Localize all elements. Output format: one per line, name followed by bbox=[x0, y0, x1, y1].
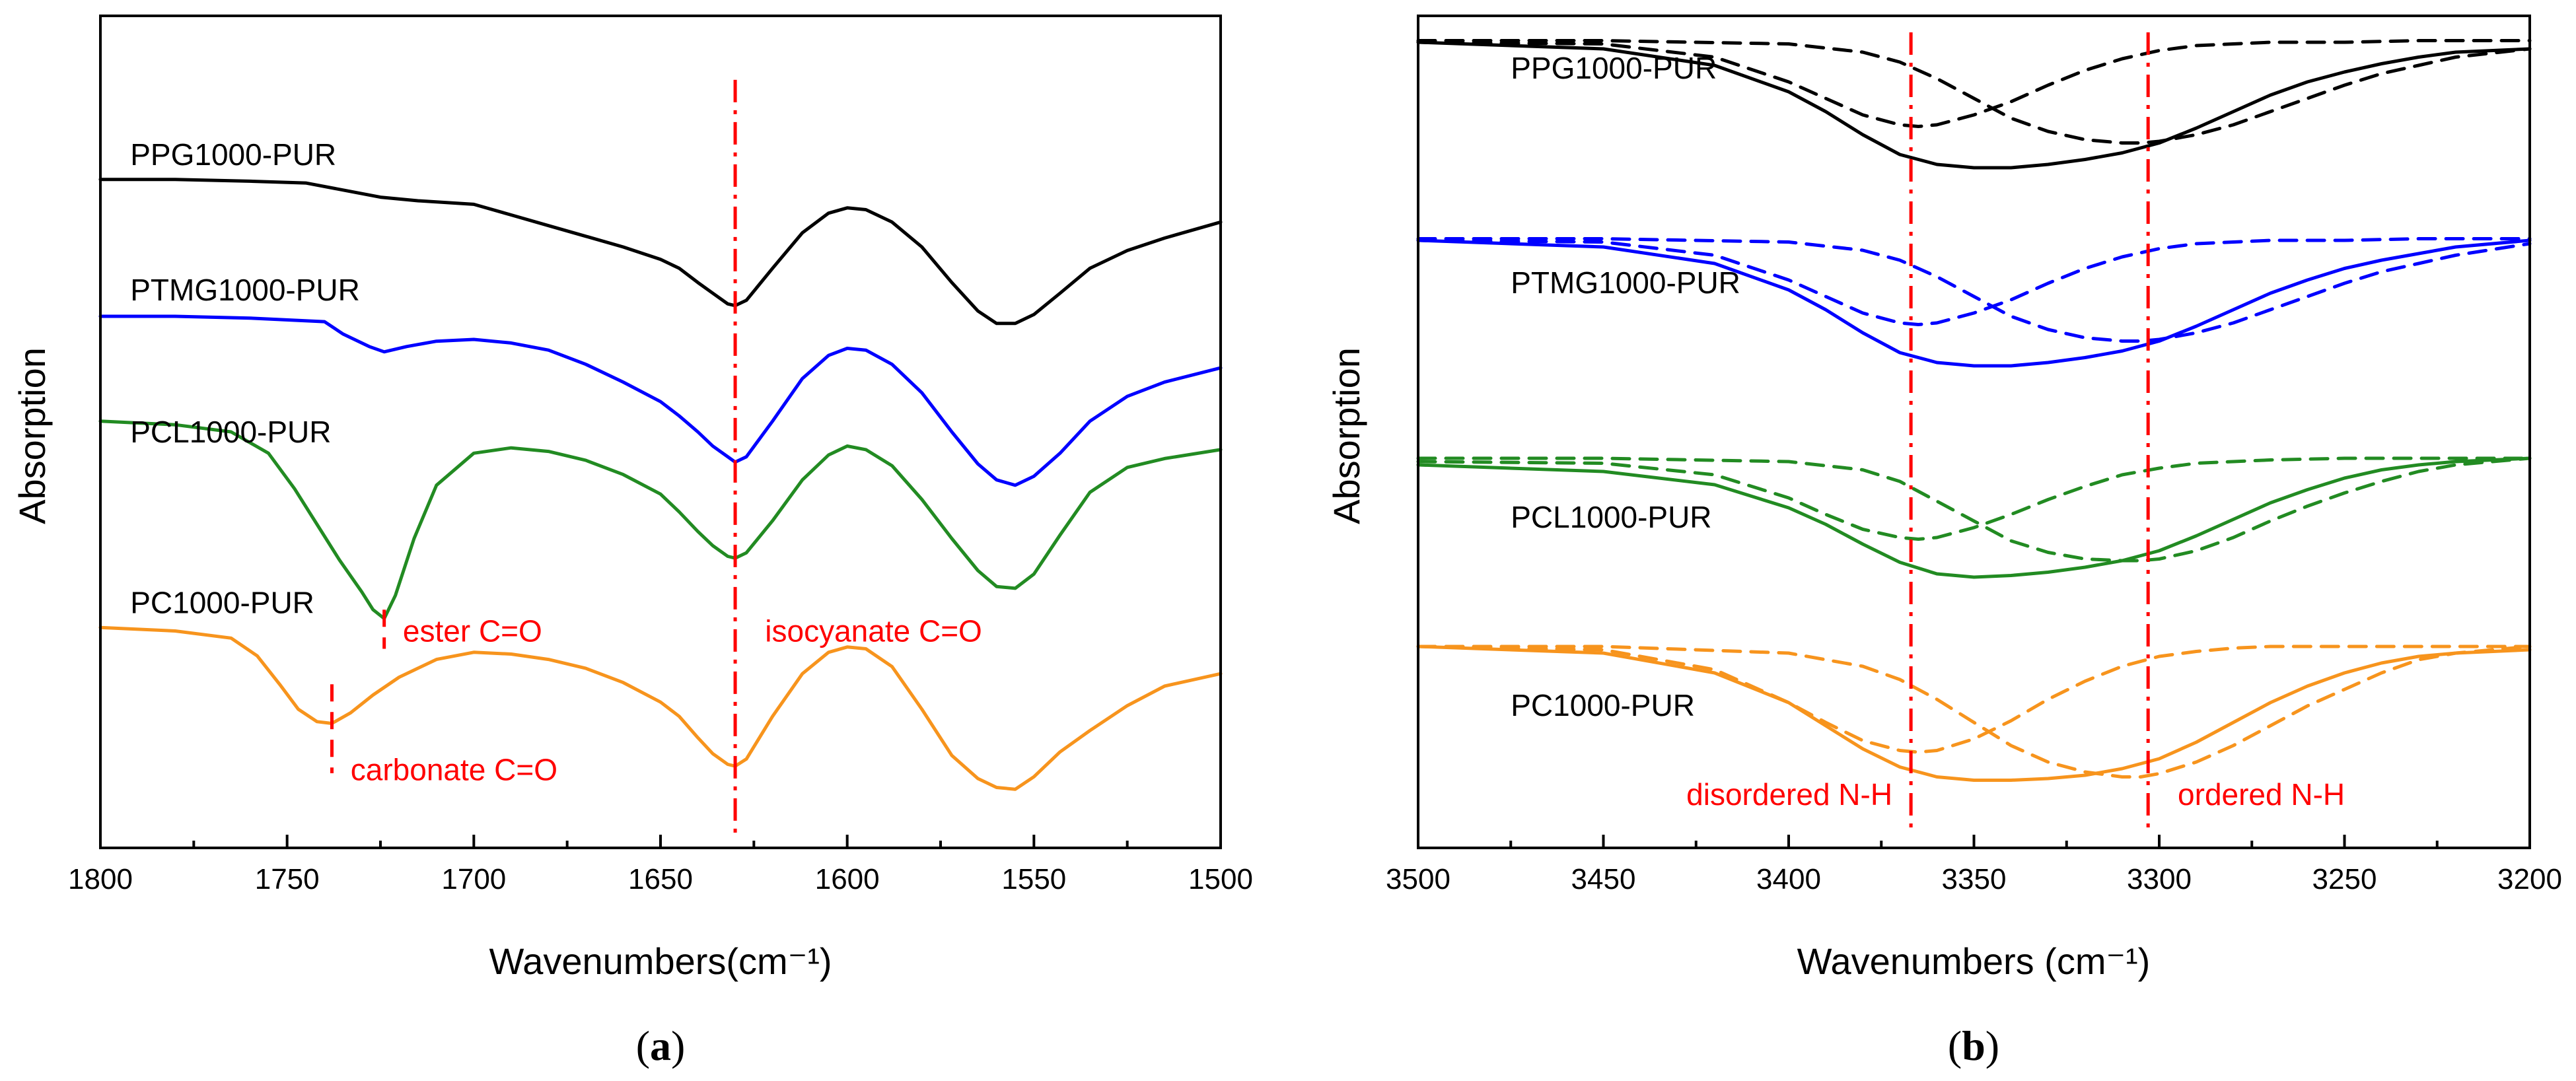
panel-a-ylabel: Absorption bbox=[11, 347, 53, 524]
panel-a-caption: (a) bbox=[636, 1022, 686, 1069]
panel-b-x-tick-label-2: 3400 bbox=[1756, 863, 1821, 895]
panel-b-series-label-0: PPG1000-PUR bbox=[1511, 51, 1717, 85]
panel-b-annotation-1: ordered N-H bbox=[2178, 777, 2345, 812]
panel-b-plot-area: PPG1000-PUR PTMG1000-PUR PCL1000-PUR PC1000… bbox=[1416, 32, 2532, 835]
panel-a-annotation-0: ester C=O bbox=[403, 614, 542, 648]
panel-b-series-label-3: PC1000-PUR bbox=[1511, 688, 1695, 722]
panel-a-series-label-1: PTMG1000-PUR bbox=[130, 273, 360, 307]
panel-a-x-tick-label-6: 1500 bbox=[1188, 863, 1253, 895]
panel-a-annotation-1: isocyanate C=O bbox=[765, 614, 982, 648]
panel-b-x-tick-label-1: 3450 bbox=[1571, 863, 1636, 895]
panel-b-x-tick-label-4: 3300 bbox=[2127, 863, 2192, 895]
panel-b-series-7-fit-line bbox=[1416, 456, 2532, 541]
panel-b-series-6-line bbox=[1416, 456, 2532, 579]
panel-b-x-tick-label-0: 3500 bbox=[1386, 863, 1450, 895]
panel-a-x-tick-label-4: 1600 bbox=[815, 863, 880, 895]
panel-a-series-label-2: PCL1000-PUR bbox=[130, 415, 331, 449]
panel-a-series-2-line bbox=[98, 419, 1223, 621]
panel-a-caption-letter: a bbox=[650, 1022, 671, 1069]
panel-b-series-label-2: PCL1000-PUR bbox=[1511, 500, 1711, 534]
panel-b: Absorption PPG1000-PUR PTMG1000-PUR PCL100… bbox=[1326, 15, 2562, 1069]
panel-b-caption-letter: b bbox=[1962, 1022, 1986, 1069]
panel-a-series-1-line bbox=[98, 314, 1223, 487]
panel-b-ylabel: Absorption bbox=[1326, 347, 1367, 524]
panel-b-x-axis: 3500 3450 3400 3350 3300 3250 3200 bbox=[1386, 835, 2562, 895]
panel-a-x-tick-label-2: 1700 bbox=[441, 863, 506, 895]
panel-a-series-0-line bbox=[98, 178, 1223, 326]
panel-b-series-3-line bbox=[1416, 238, 2532, 368]
panel-a-x-axis: 1800 1750 1700 1650 1600 1550 1500 bbox=[68, 835, 1253, 895]
panel-b-x-tick-label-6: 3200 bbox=[2497, 863, 2562, 895]
panel-b-series-2-fit-line bbox=[1416, 39, 2532, 145]
panel-b-series-8-fit-line bbox=[1416, 456, 2532, 563]
panel-b-series-4-fit-line bbox=[1416, 237, 2532, 326]
panel-a-annotation-2: carbonate C=O bbox=[351, 753, 557, 787]
panel-a-series-3-line bbox=[98, 625, 1223, 791]
panel-b-x-tick-label-5: 3250 bbox=[2312, 863, 2377, 895]
panel-b-series-0-line bbox=[1416, 40, 2532, 170]
panel-a-plot-area: PPG1000-PUR PTMG1000-PUR PCL1000-PUR PC1000… bbox=[98, 79, 1223, 834]
panel-b-series-10-fit-line bbox=[1416, 645, 2532, 754]
panel-a: Absorption PPG1000-PUR PTMG1000-PUR PCL100… bbox=[11, 15, 1253, 1069]
panel-a-series-label-3: PC1000-PUR bbox=[130, 586, 314, 620]
panel-a-x-tick-label-0: 1800 bbox=[68, 863, 133, 895]
panel-b-series-9-line bbox=[1416, 645, 2532, 782]
panel-b-annotation-0: disordered N-H bbox=[1686, 777, 1892, 812]
panel-b-x-tick-label-3: 3350 bbox=[1942, 863, 2007, 895]
panel-a-x-tick-label-5: 1550 bbox=[1001, 863, 1066, 895]
panel-a-series-label-0: PPG1000-PUR bbox=[130, 137, 336, 172]
panel-b-series-label-1: PTMG1000-PUR bbox=[1511, 265, 1740, 300]
panel-b-xlabel: Wavenumbers (cm⁻¹) bbox=[1797, 940, 2151, 982]
panel-a-x-tick-label-3: 1650 bbox=[628, 863, 693, 895]
panel-a-xlabel: Wavenumbers(cm⁻¹) bbox=[489, 940, 832, 982]
panel-b-caption: (b) bbox=[1948, 1022, 1999, 1069]
panel-b-series-5-fit-line bbox=[1416, 237, 2532, 343]
panel-b-series-1-fit-line bbox=[1416, 39, 2532, 128]
panel-a-x-tick-label-1: 1750 bbox=[255, 863, 320, 895]
